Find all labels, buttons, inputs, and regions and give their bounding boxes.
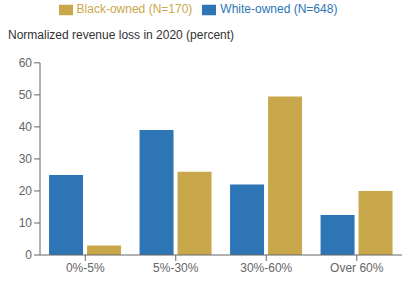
svg-text:10: 10: [19, 216, 33, 230]
svg-text:30: 30: [19, 152, 33, 166]
svg-text:30%-60%: 30%-60%: [240, 261, 292, 275]
svg-text:50: 50: [19, 88, 33, 102]
svg-text:0: 0: [25, 248, 32, 262]
svg-text:20: 20: [19, 184, 33, 198]
html-text:Normalized revenue loss in 202: Normalized revenue loss in 2020 (percent…: [8, 28, 235, 42]
svg-text:Over 60%: Over 60%: [330, 261, 384, 275]
html-text:Black-owned (N=170): Black-owned (N=170): [76, 2, 193, 16]
svg-text:60: 60: [19, 56, 33, 70]
html-text:White-owned (N=648): White-owned (N=648): [220, 2, 338, 16]
svg-text:40: 40: [19, 120, 33, 134]
svg-text:5%-30%: 5%-30%: [153, 261, 199, 275]
svg-text:0%-5%: 0%-5%: [66, 261, 105, 275]
